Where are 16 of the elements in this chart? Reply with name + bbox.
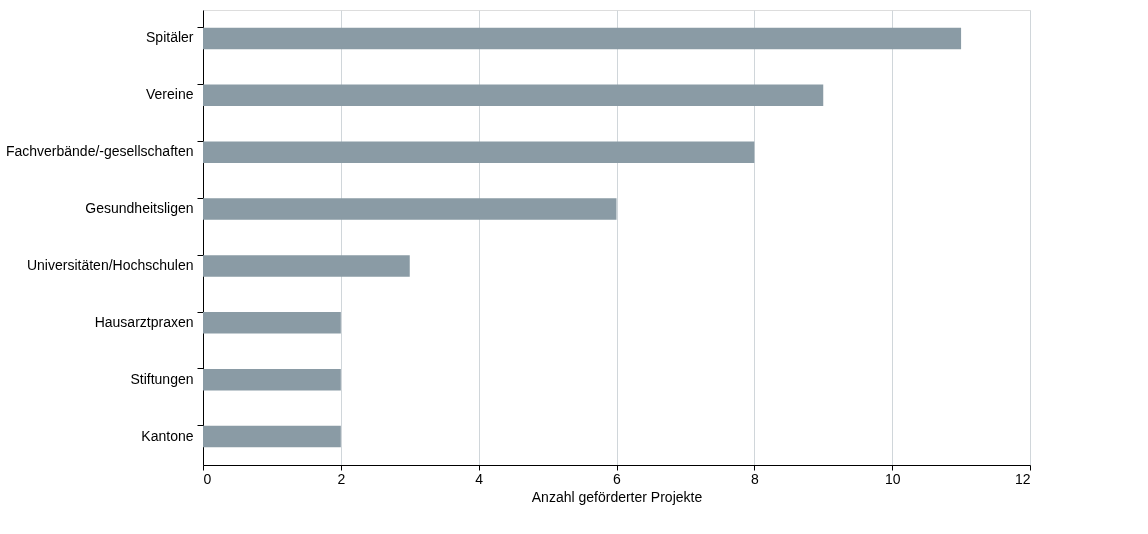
y-tick-label: Fachverbände/-gesellschaften — [5, 143, 194, 160]
x-tick-label: 4 — [475, 470, 484, 487]
y-tick-label: Gesundheitsligen — [85, 200, 194, 217]
y-tick-label: Kantone — [141, 427, 194, 444]
y-tick-label: Vereine — [146, 86, 194, 103]
x-tick-label: 2 — [337, 470, 346, 487]
x-tick-label: 6 — [613, 470, 622, 487]
x-tick-label: 10 — [884, 470, 901, 487]
y-tick-label: Spitäler — [146, 29, 194, 46]
y-tick-label: Universitäten/Hochschulen — [26, 256, 194, 273]
x-tick-label: 8 — [750, 470, 759, 487]
x-axis-title: Anzahl geförderter Projekte — [531, 488, 703, 505]
x-tick-label: 12 — [1014, 470, 1031, 487]
y-tick-label: Hausarztpraxen — [94, 313, 194, 330]
x-tick-label: 0 — [203, 470, 212, 487]
y-tick-label: Stiftungen — [130, 370, 194, 387]
